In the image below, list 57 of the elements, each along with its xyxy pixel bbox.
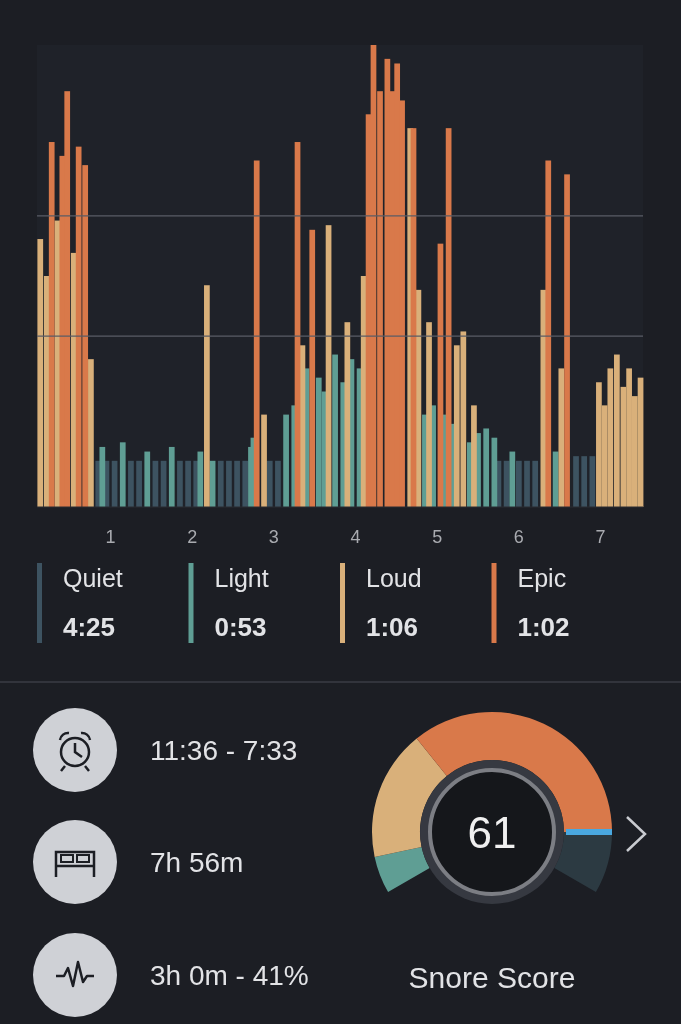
bar: [283, 414, 289, 507]
bar: [253, 160, 260, 507]
bar: [128, 460, 134, 507]
bar: [197, 451, 204, 507]
bar: [564, 174, 570, 507]
text: Light: [214, 564, 269, 592]
text: 1:06: [366, 612, 419, 642]
text: 4:25: [63, 612, 116, 642]
bar: [261, 414, 267, 507]
text: Quiet: [63, 564, 123, 592]
text: 3h 0m - 41%: [150, 960, 309, 991]
bar: [144, 451, 151, 507]
x-tick-label: 6: [513, 527, 524, 547]
bar: [119, 442, 126, 507]
bar: [185, 460, 191, 507]
text: 61: [467, 808, 517, 857]
x-tick-label: 5: [432, 527, 443, 547]
text: Loud: [366, 564, 422, 592]
bar: [204, 285, 210, 507]
bar: [581, 456, 588, 507]
bar: [266, 460, 273, 507]
x-tick-label: 2: [187, 527, 198, 547]
bar: [332, 354, 338, 507]
x-tick-label: 3: [268, 527, 279, 547]
x-tick-label: 1: [105, 527, 116, 547]
bar: [509, 451, 516, 507]
text: Snore Score: [408, 961, 576, 994]
bar: [426, 322, 432, 507]
text: 1:02: [517, 612, 570, 642]
bar: [136, 460, 142, 507]
bar: [471, 405, 477, 507]
bar: [516, 460, 522, 507]
x-tick-label: 7: [595, 527, 606, 547]
bar: [99, 446, 106, 507]
bar: [177, 460, 183, 507]
bar: [573, 456, 579, 507]
bar: [48, 142, 55, 507]
bar: [524, 460, 530, 507]
text: 0:53: [214, 612, 267, 642]
bar: [226, 460, 232, 507]
bar: [558, 368, 565, 507]
bar: [234, 460, 240, 507]
text: 11:36 - 7:33: [150, 735, 298, 766]
x-tick-label: 4: [350, 527, 361, 547]
bar: [168, 446, 175, 507]
text: 7h 56m: [150, 847, 244, 878]
bar: [242, 460, 249, 507]
bar: [344, 322, 351, 507]
bar: [532, 460, 539, 507]
bar: [88, 359, 94, 507]
bar: [315, 377, 322, 507]
text: Epic: [517, 564, 567, 592]
bar: [309, 229, 316, 507]
bar: [545, 160, 552, 507]
bar: [483, 428, 490, 507]
bar: [217, 460, 224, 507]
bar: [275, 460, 281, 507]
